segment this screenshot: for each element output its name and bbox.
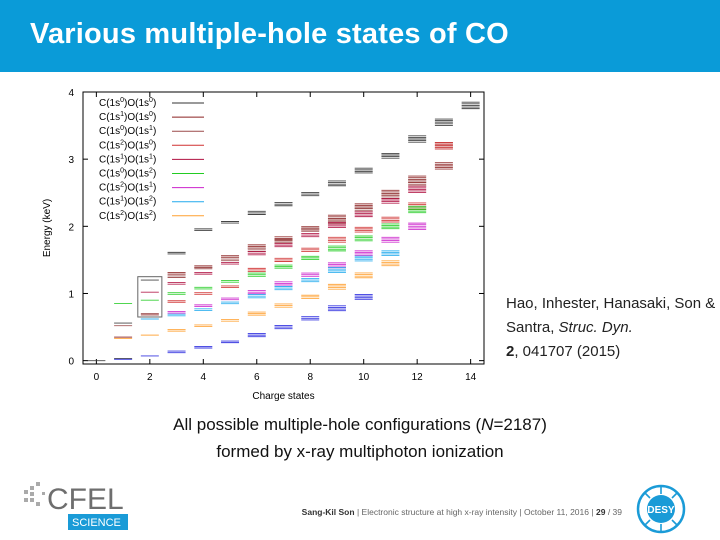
- legend-text-part: C(1s: [99, 183, 120, 194]
- title-bar: Various multiple-hole states of CO: [0, 0, 720, 72]
- y-tick-label: 2: [68, 222, 74, 233]
- x-axis-label: Charge states: [252, 391, 314, 402]
- legend-text-part: C(1s: [99, 126, 120, 137]
- y-axis-label: Energy (keV): [42, 199, 53, 257]
- footer-sep-2: |: [519, 507, 522, 517]
- cfel-logo-sub: SCIENCE: [72, 517, 121, 529]
- x-tick-label: 0: [94, 372, 100, 383]
- legend-text-part: )O(1s: [124, 112, 149, 123]
- legend-text-part: 0: [149, 97, 153, 104]
- cfel-logo: CFEL SCIENCE: [24, 482, 128, 530]
- legend-text-part: )O(1s: [124, 140, 149, 151]
- legend-entry: C(1s0)O(1s1): [99, 125, 156, 137]
- x-tick-label: 12: [412, 372, 424, 383]
- citation-journal: Struc. Dyn.: [558, 319, 633, 336]
- legend-text-part: )O(1s: [124, 98, 149, 109]
- legend-text-part: 1: [120, 153, 124, 160]
- caption-n: N: [481, 415, 494, 434]
- legend-text-part: C(1s: [99, 98, 120, 109]
- slide-title: Various multiple-hole states of CO: [30, 18, 509, 50]
- legend-entry: C(1s1)O(1s2): [99, 196, 156, 208]
- citation: Hao, Inhester, Hanasaki, Son & Santra, S…: [506, 292, 716, 364]
- footer-author: Sang-Kil Son: [301, 507, 355, 517]
- caption-line-1: All possible multiple-hole configuration…: [0, 415, 720, 435]
- y-tick-label: 1: [68, 289, 74, 300]
- footer-talk: Electronic structure at high x-ray inten…: [361, 507, 517, 517]
- footer-date: October 11, 2016: [523, 507, 589, 517]
- legend-text-part: )O(1s: [124, 169, 149, 180]
- legend-text-part: ): [153, 154, 156, 165]
- legend-text-part: ): [153, 183, 156, 194]
- caption-text-b: =2187): [493, 415, 547, 434]
- legend-text-part: ): [153, 197, 156, 208]
- cfel-logo-text: CFEL: [47, 483, 124, 516]
- x-tick-label: 8: [307, 372, 313, 383]
- legend-text-part: 0: [149, 111, 153, 118]
- legend-text-part: 0: [120, 97, 124, 104]
- legend-text-part: )O(1s: [124, 211, 149, 222]
- legend-text-part: ): [153, 126, 156, 137]
- legend-entry: C(1s0)O(1s2): [99, 168, 156, 180]
- legend-entry: C(1s1)O(1s1): [99, 153, 156, 165]
- footer-sep-1: |: [356, 507, 360, 517]
- legend-text-part: ): [153, 98, 156, 109]
- y-tick-label: 3: [68, 155, 74, 166]
- x-tick-label: 10: [358, 372, 370, 383]
- footer: Sang-Kil Son | Electronic structure at h…: [150, 507, 622, 517]
- legend-text-part: )O(1s: [124, 126, 149, 137]
- legend-text-part: 1: [149, 125, 153, 132]
- legend-entry: C(1s2)O(1s0): [99, 139, 156, 151]
- legend-text-part: C(1s: [99, 197, 120, 208]
- legend-text-part: C(1s: [99, 112, 120, 123]
- legend-entry: C(1s2)O(1s1): [99, 182, 156, 194]
- legend-text-part: 2: [120, 182, 124, 189]
- footer-sep-3: |: [591, 507, 594, 517]
- caption-line-2: formed by x-ray multiphoton ionization: [216, 442, 504, 461]
- legend-text-part: ): [153, 140, 156, 151]
- legend-entry: C(1s0)O(1s0): [99, 97, 156, 109]
- legend-text-part: 1: [120, 111, 124, 118]
- legend-text-part: )O(1s: [124, 154, 149, 165]
- legend-text-part: 0: [120, 125, 124, 132]
- footer-total: / 39: [607, 507, 622, 517]
- legend-entry: C(1s1)O(1s0): [99, 111, 156, 123]
- legend-text-part: ): [153, 169, 156, 180]
- legend-text-part: 1: [149, 153, 153, 160]
- legend-text-part: ): [153, 112, 156, 123]
- y-tick-label: 4: [68, 88, 74, 99]
- legend-text-part: 0: [149, 139, 153, 146]
- footer-page: 29: [595, 507, 606, 517]
- legend-text-part: 1: [120, 196, 124, 203]
- caption-text-a: All possible multiple-hole configuration…: [173, 415, 482, 434]
- x-tick-label: 6: [254, 372, 260, 383]
- legend-text-part: 0: [120, 168, 124, 175]
- legend-text-part: 2: [149, 196, 153, 203]
- legend-text-part: )O(1s: [124, 197, 149, 208]
- legend-text-part: C(1s: [99, 169, 120, 180]
- y-tick-label: 0: [68, 357, 74, 368]
- legend-text-part: 1: [149, 182, 153, 189]
- legend-text-part: 2: [120, 210, 124, 217]
- x-tick-label: 14: [465, 372, 477, 383]
- plot-frame: [82, 91, 485, 365]
- legend-text-part: )O(1s: [124, 183, 149, 194]
- citation-rest: , 041707 (2015): [514, 343, 621, 360]
- x-tick-label: 2: [147, 372, 153, 383]
- legend-text-part: 2: [149, 168, 153, 175]
- citation-volume: 2: [506, 343, 515, 360]
- legend-text-part: ): [153, 211, 156, 222]
- legend-text-part: C(1s: [99, 140, 120, 151]
- highlight-box: [137, 276, 163, 318]
- desy-logo-text: DESY: [647, 505, 675, 516]
- legend-text-part: 2: [149, 210, 153, 217]
- legend-text-part: C(1s: [99, 211, 120, 222]
- legend-entry: C(1s2)O(1s2): [99, 210, 156, 222]
- legend-text-part: 2: [120, 139, 124, 146]
- desy-logo: DESY: [636, 484, 686, 534]
- citation-authors: Hao, Inhester, Hanasaki, Son & Santra,: [506, 295, 716, 336]
- legend-text-part: C(1s: [99, 154, 120, 165]
- x-tick-label: 4: [201, 372, 207, 383]
